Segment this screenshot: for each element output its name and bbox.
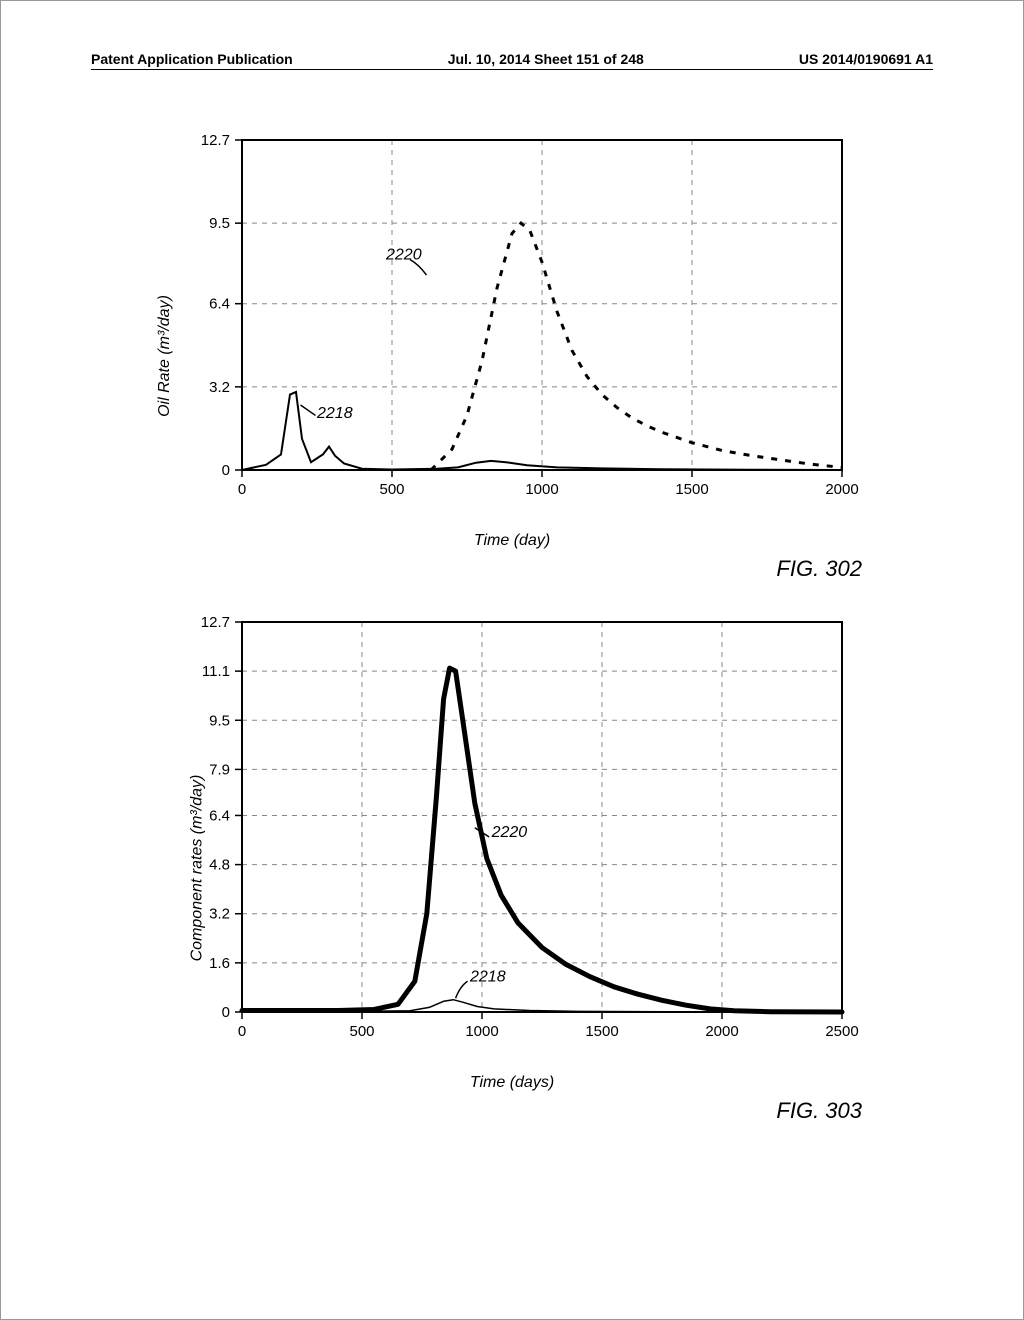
svg-text:2000: 2000: [825, 481, 858, 498]
svg-text:7.9: 7.9: [209, 761, 230, 778]
svg-text:6.4: 6.4: [209, 807, 230, 824]
svg-text:1000: 1000: [525, 481, 558, 498]
header-right: US 2014/0190691 A1: [799, 51, 933, 67]
svg-text:2218: 2218: [469, 968, 506, 985]
chart-303-ylabel: Component rates (m³/day): [188, 775, 206, 962]
chart-302-block: Oil Rate (m³/day) 0 500 1000 1500 2000 0 3.2 6.…: [152, 130, 872, 582]
svg-text:0: 0: [222, 1004, 230, 1021]
chart-302-ylabel: Oil Rate (m³/day): [156, 295, 174, 417]
svg-text:2000: 2000: [705, 1023, 738, 1040]
svg-text:3.2: 3.2: [209, 379, 230, 396]
svg-text:12.7: 12.7: [201, 132, 230, 149]
svg-text:2218: 2218: [316, 405, 353, 422]
svg-text:9.5: 9.5: [209, 215, 230, 232]
header-mid: Jul. 10, 2014 Sheet 151 of 248: [448, 51, 644, 67]
svg-text:6.4: 6.4: [209, 296, 230, 313]
svg-text:3.2: 3.2: [209, 906, 230, 923]
svg-text:1500: 1500: [675, 481, 708, 498]
svg-text:1500: 1500: [585, 1023, 618, 1040]
svg-text:12.7: 12.7: [201, 614, 230, 631]
chart-303-block: Component rates (m³/day) 0 500 1000 1500 200…: [152, 612, 872, 1124]
chart-303-xlabel: Time (days): [152, 1074, 872, 1092]
svg-text:500: 500: [349, 1023, 374, 1040]
svg-text:9.5: 9.5: [209, 712, 230, 729]
chart-303: 0 500 1000 1500 2000 2500 0 1.6 3.2 4.8 6.4 7.9 9.5 1…: [152, 612, 872, 1072]
header-left: Patent Application Publication: [91, 51, 293, 67]
svg-text:11.1: 11.1: [202, 663, 230, 680]
svg-text:2500: 2500: [825, 1023, 858, 1040]
page-header: Patent Application Publication Jul. 10, …: [91, 51, 933, 70]
svg-text:2220: 2220: [385, 247, 422, 264]
svg-text:2220: 2220: [491, 824, 528, 841]
chart-302-caption: FIG. 302: [152, 556, 872, 582]
svg-text:0: 0: [222, 462, 230, 479]
svg-text:1000: 1000: [465, 1023, 498, 1040]
page: Patent Application Publication Jul. 10, …: [0, 0, 1024, 1320]
chart-302-xlabel: Time (day): [152, 532, 872, 550]
svg-text:500: 500: [379, 481, 404, 498]
svg-text:0: 0: [238, 1023, 246, 1040]
chart-303-caption: FIG. 303: [152, 1098, 872, 1124]
svg-text:0: 0: [238, 481, 246, 498]
svg-text:1.6: 1.6: [209, 955, 230, 972]
svg-text:4.8: 4.8: [209, 857, 230, 874]
chart-302: 0 500 1000 1500 2000 0 3.2 6.4 9.5 12.7 2220 2218: [152, 130, 872, 530]
